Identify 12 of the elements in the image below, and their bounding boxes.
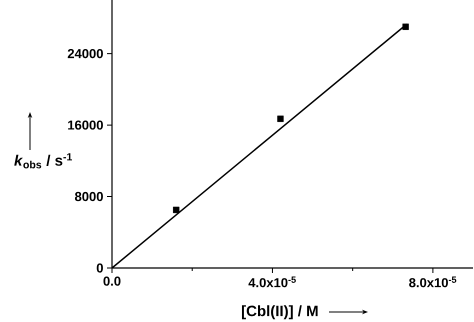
x-tick-label: 8.0x10$^{-5}$ bbox=[409, 276, 456, 288]
y-tick-label: 24000 bbox=[68, 48, 103, 58]
y-tick-label: 0 bbox=[96, 263, 103, 273]
point bbox=[172, 206, 180, 214]
x-axis-title: [Cbl(II)] / M bbox=[242, 305, 318, 320]
x-tick-label: 0.0 bbox=[103, 276, 121, 286]
y-tick-label: 8000 bbox=[74, 192, 103, 202]
y-tick-label: 16000 bbox=[68, 120, 103, 130]
y-axis-title: k$_{obs}$ / s$^{-1}$ bbox=[14, 153, 72, 168]
point bbox=[402, 24, 409, 30]
point bbox=[277, 116, 284, 122]
x-tick-label: 4.0x10$^{-5}$ bbox=[248, 276, 296, 288]
